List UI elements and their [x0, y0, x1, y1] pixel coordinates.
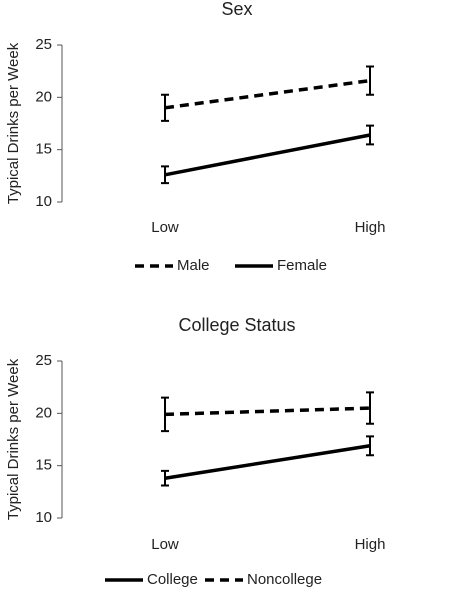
error-bar: [366, 435, 374, 457]
error-bar: [161, 469, 169, 487]
error-bar: [161, 93, 169, 122]
series-line: [164, 444, 371, 480]
y-tick-label: 15: [35, 141, 52, 158]
error-bar: [366, 391, 374, 425]
y-tick-label: 10: [35, 193, 52, 210]
legend-label: College: [147, 571, 198, 588]
chart-title: College Status: [178, 315, 295, 335]
error-bar: [161, 165, 169, 185]
y-tick-label: 15: [35, 457, 52, 474]
legend-label: Noncollege: [247, 571, 322, 588]
error-bar: [366, 65, 374, 96]
y-tick-label: 20: [35, 404, 52, 421]
chart-title: Sex: [221, 0, 252, 19]
y-tick-label: 25: [35, 36, 52, 53]
y-tick-label: 10: [35, 509, 52, 526]
y-axis-label: Typical Drinks per Week: [5, 358, 22, 520]
x-tick-label: High: [355, 536, 386, 553]
series-line: [164, 406, 371, 417]
y-tick-label: 20: [35, 88, 52, 105]
legend-label: Female: [277, 257, 327, 274]
y-axis-label: Typical Drinks per Week: [5, 42, 22, 204]
legend-label: Male: [177, 257, 210, 274]
y-tick-label: 25: [35, 352, 52, 369]
x-tick-label: Low: [151, 219, 179, 236]
x-tick-label: Low: [151, 536, 179, 553]
error-bar: [161, 396, 169, 433]
series-line: [164, 133, 371, 177]
error-bar: [366, 124, 374, 146]
x-tick-label: High: [355, 219, 386, 236]
series-line: [164, 78, 371, 110]
